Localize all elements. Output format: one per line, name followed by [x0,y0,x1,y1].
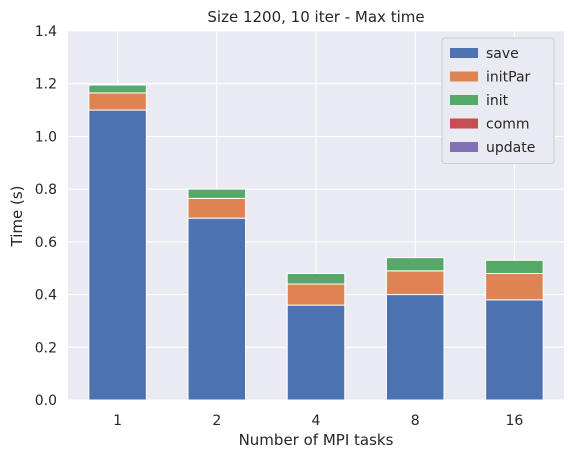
chart-title: Size 1200, 10 iter - Max time [207,8,424,26]
bar-init [385,257,445,272]
bars [88,84,544,401]
y-tick-label: 1.4 [35,24,57,40]
bar-init [286,272,346,285]
legend-swatch [450,48,478,58]
x-tick-label: 1 [113,413,122,429]
legend: save initPar init comm update [441,37,555,164]
y-tick-label: 0.6 [35,235,57,251]
legend-box [441,37,555,164]
bar-initPar [286,283,346,306]
bar-initPar [88,92,147,111]
bar-save [485,299,544,401]
x-tick-label: 16 [505,413,523,429]
bar-save [187,217,247,401]
legend-swatch [450,142,478,152]
legend-swatch [450,95,478,105]
x-tick-label: 4 [312,413,321,429]
bar-initPar [385,270,445,296]
y-tick-label: 0.0 [35,393,57,409]
legend-label: initPar [486,70,531,86]
legend-label: update [486,140,535,156]
x-tick-labels: 1 2 4 8 16 [113,413,523,429]
y-tick-label: 1.0 [35,129,57,145]
legend-swatch [450,71,478,82]
y-tick-labels: 0.0 0.2 0.4 0.6 0.8 1.0 1.2 1.4 [35,24,57,409]
y-tick-label: 1.2 [35,77,57,93]
bar-init [88,84,147,94]
bar-initPar [187,197,247,219]
legend-swatch [450,118,478,129]
x-axis-label: Number of MPI tasks [239,431,394,449]
bar-initPar [485,272,544,301]
y-axis-label: Time (s) [8,186,26,248]
bar-save [286,304,346,401]
bar-init [187,188,247,199]
y-tick-label: 0.4 [35,288,57,304]
bar-save [88,109,147,401]
bar-init [485,259,544,274]
y-tick-label: 0.8 [35,182,57,198]
legend-label: init [486,93,509,109]
legend-label: comm [486,117,530,133]
x-tick-label: 2 [212,413,221,429]
bar-save [385,294,445,401]
legend-label: save [486,46,519,62]
y-tick-label: 0.2 [35,340,57,356]
x-tick-label: 8 [411,413,420,429]
